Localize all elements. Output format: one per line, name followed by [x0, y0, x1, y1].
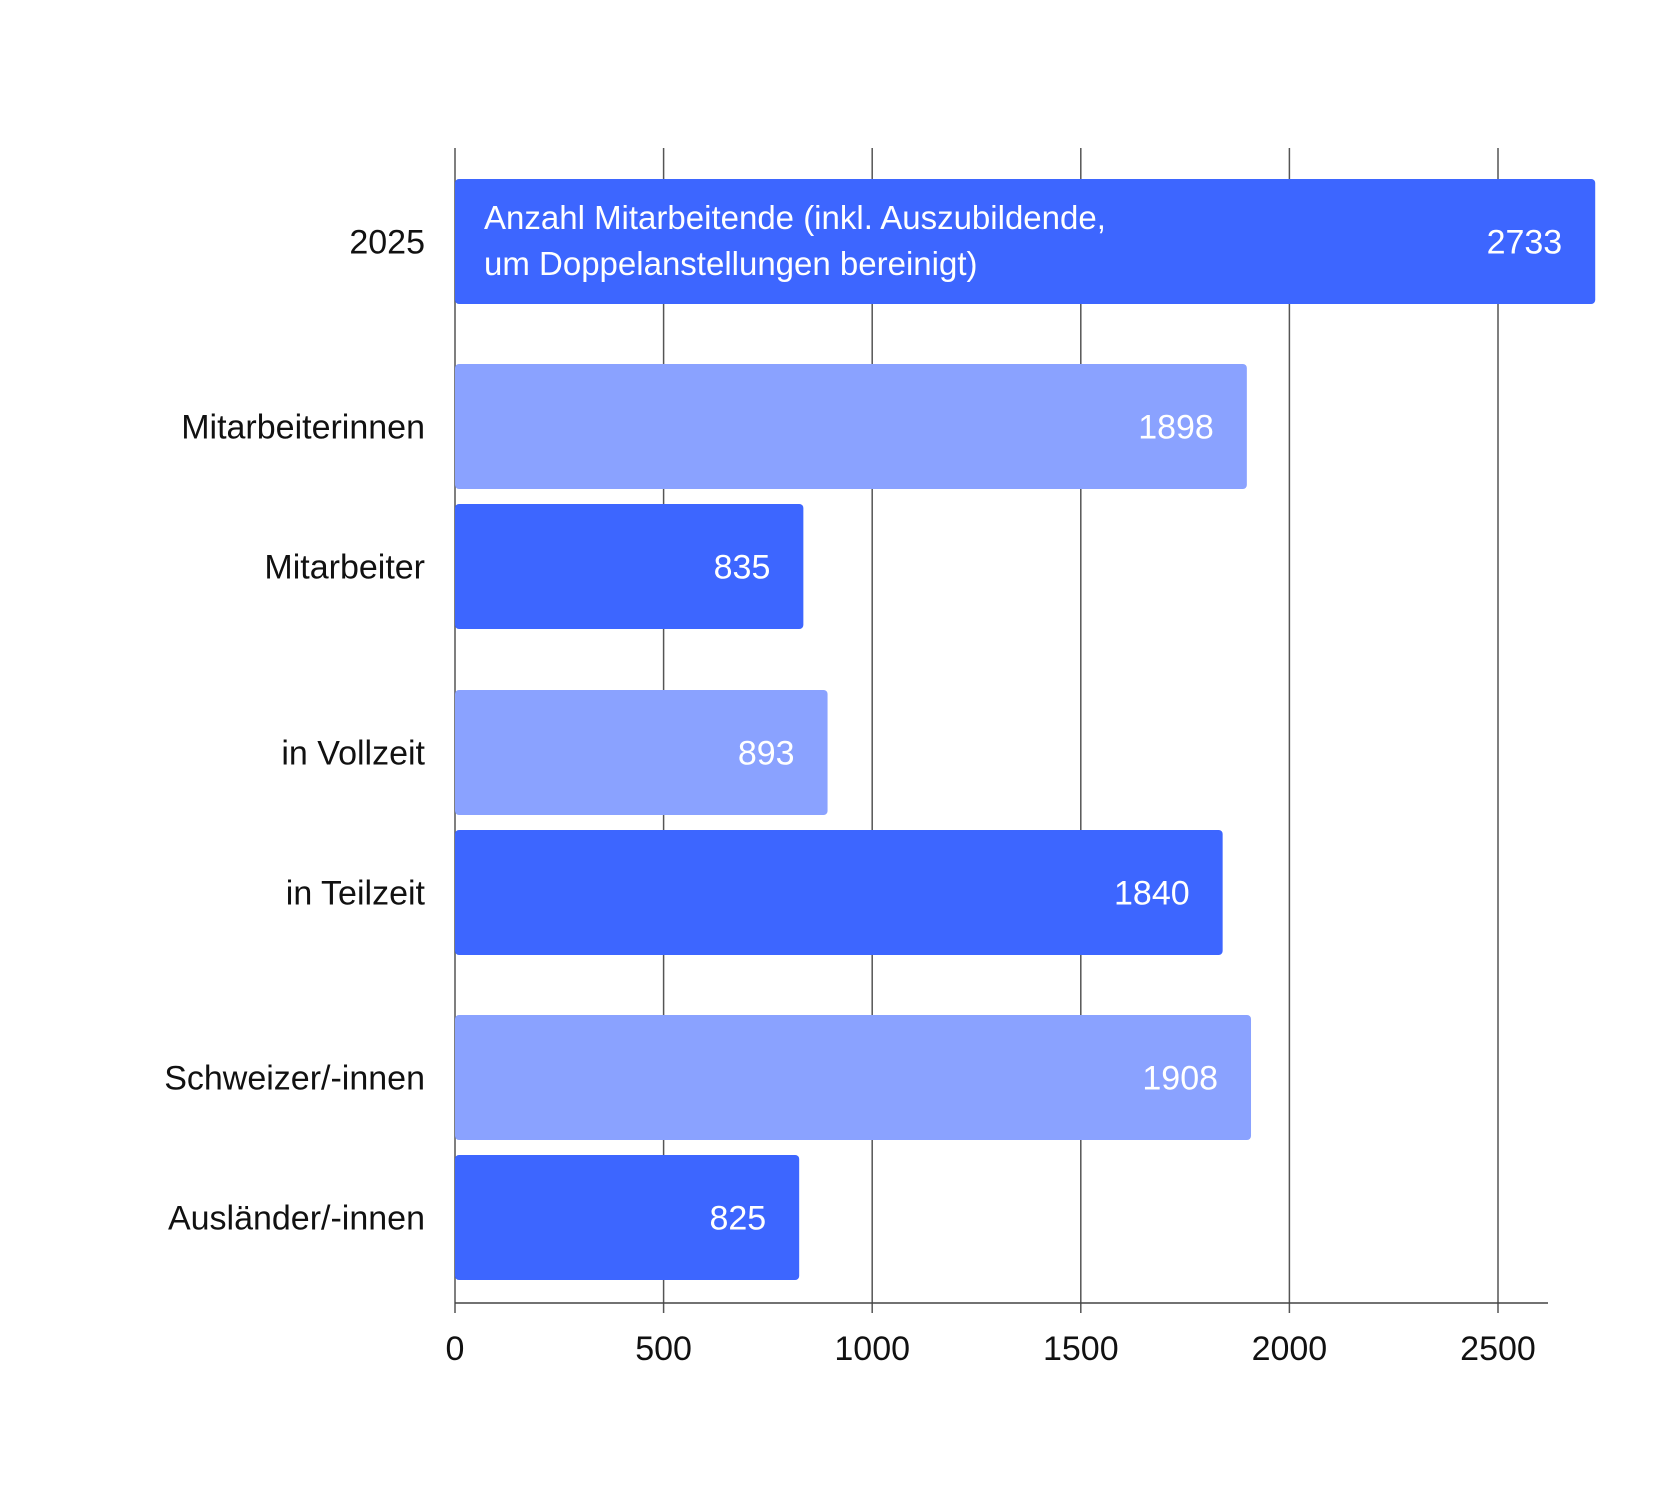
- x-tick-label-500: 500: [635, 1330, 692, 1368]
- bar-3: [455, 504, 804, 629]
- category-label-3: Mitarbeiter: [264, 549, 425, 587]
- value-label-3: 835: [714, 549, 771, 587]
- labels: 2025 2733 Mitarbeiterinnen 1898 Mitarbeiter 8…: [164, 199, 1562, 1238]
- bar-4: [455, 690, 828, 815]
- category-label-1: 2025: [349, 224, 425, 262]
- category-label-7: Ausländer/-innen: [168, 1200, 425, 1238]
- in-bar-text-line-1: Anzahl Mitarbeitende (inkl. Auszubildend…: [484, 199, 1106, 236]
- x-tick-label-1000: 1000: [834, 1330, 910, 1368]
- bar-2: [455, 364, 1247, 489]
- x-tick-label-2500: 2500: [1460, 1330, 1536, 1368]
- bar-7: [455, 1155, 800, 1280]
- x-tick-label-1500: 1500: [1043, 1330, 1119, 1368]
- category-label-2: Mitarbeiterinnen: [181, 409, 425, 447]
- category-label-6: Schweizer/-innen: [164, 1060, 425, 1098]
- category-label-5: in Teilzeit: [286, 875, 426, 913]
- value-label-7: 825: [709, 1200, 766, 1238]
- value-label-6: 1908: [1142, 1060, 1218, 1098]
- in-bar-text-line-2: um Doppelanstellungen bereinigt): [484, 245, 978, 282]
- x-axis: 0 500 1000 1500 2000 2500: [446, 1302, 1548, 1368]
- value-label-2: 1898: [1138, 409, 1214, 447]
- category-label-4: in Vollzeit: [281, 735, 425, 773]
- bars: [455, 179, 1596, 1280]
- value-label-4: 893: [738, 735, 795, 773]
- value-label-5: 1840: [1114, 875, 1190, 913]
- x-tick-label-2000: 2000: [1252, 1330, 1328, 1368]
- bar-5: [455, 830, 1223, 955]
- value-label-1: 2733: [1487, 224, 1563, 262]
- x-tick-label-0: 0: [446, 1330, 465, 1368]
- bar-1: [455, 179, 1596, 304]
- bar-6: [455, 1015, 1252, 1140]
